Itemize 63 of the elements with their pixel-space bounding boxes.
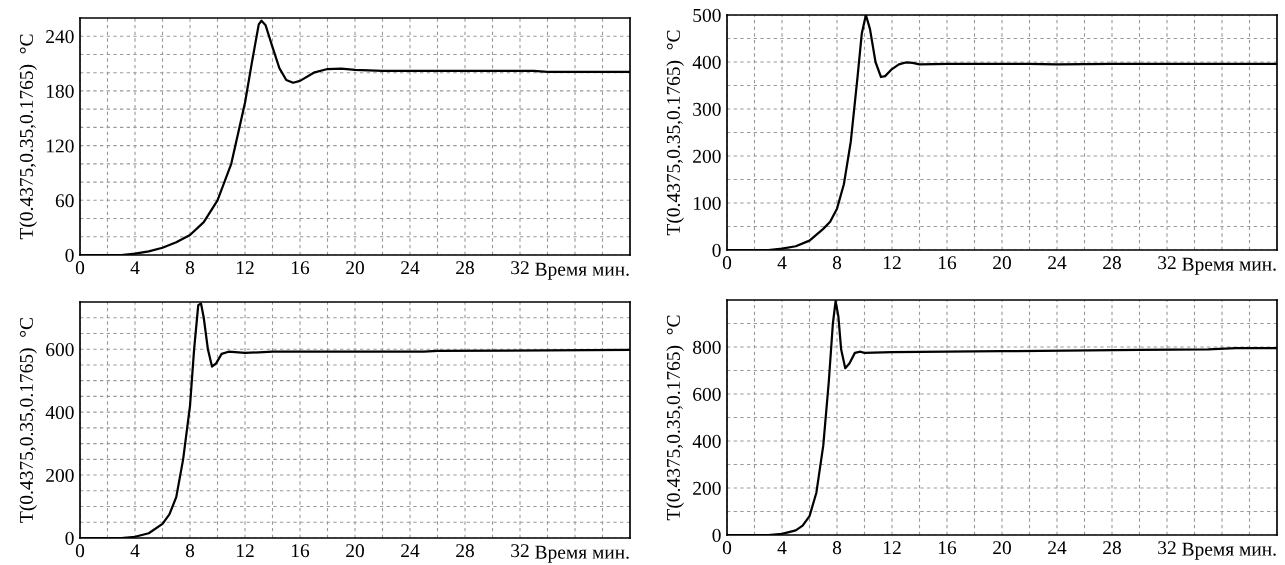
x-tick-label: 24 bbox=[401, 544, 420, 558]
x-tick-label: 0 bbox=[75, 261, 85, 275]
x-tick-label: 12 bbox=[236, 261, 254, 275]
x-tick-label: 12 bbox=[883, 541, 901, 555]
y-tick-label: 500 bbox=[693, 8, 721, 22]
y-tick-label: 800 bbox=[693, 340, 721, 354]
x-axis-title: Время мин. bbox=[535, 545, 629, 563]
x-tick-label: 0 bbox=[75, 544, 85, 558]
x-tick-label: 16 bbox=[938, 541, 957, 555]
x-tick-label: 28 bbox=[456, 261, 474, 275]
x-tick-label: 8 bbox=[185, 261, 195, 275]
x-tick-label: 16 bbox=[291, 261, 310, 275]
y-tick-label: 200 bbox=[693, 149, 721, 163]
y-tick-label: 400 bbox=[692, 55, 721, 69]
y-tick-label: 600 bbox=[46, 343, 74, 357]
y-tick-label: 60 bbox=[55, 194, 74, 208]
x-tick-label: 24 bbox=[1048, 256, 1067, 270]
y-axis-title: T(0.4375,0.35,0.1765) °C bbox=[19, 34, 37, 240]
x-axis-title: Время мин. bbox=[535, 262, 629, 280]
y-tick-label: 200 bbox=[693, 481, 721, 495]
x-tick-label: 24 bbox=[401, 261, 420, 275]
y-tick-label: 0 bbox=[712, 243, 721, 257]
x-tick-label: 20 bbox=[993, 541, 1011, 555]
x-tick-label: 12 bbox=[883, 256, 901, 270]
x-tick-label: 20 bbox=[346, 544, 364, 558]
y-tick-label: 120 bbox=[46, 139, 74, 153]
y-tick-label: 240 bbox=[46, 30, 74, 44]
x-tick-label: 28 bbox=[1103, 541, 1121, 555]
x-tick-label: 32 bbox=[1158, 541, 1176, 555]
x-tick-label: 0 bbox=[722, 256, 732, 270]
x-tick-label: 32 bbox=[511, 544, 529, 558]
x-tick-label: 20 bbox=[346, 261, 364, 275]
x-tick-label: 16 bbox=[291, 544, 310, 558]
y-axis-title: T(0.4375,0.35,0.1765) °C bbox=[19, 318, 37, 523]
y-axis-title: T(0.4375,0.35,0.1765) °C bbox=[666, 30, 684, 236]
y-tick-label: 300 bbox=[693, 102, 721, 116]
x-tick-label: 20 bbox=[993, 256, 1011, 270]
x-tick-label: 32 bbox=[1158, 256, 1176, 270]
y-tick-label: 0 bbox=[65, 531, 74, 545]
x-tick-label: 8 bbox=[832, 256, 842, 270]
y-tick-label: 200 bbox=[46, 468, 74, 482]
x-tick-label: 4 bbox=[777, 541, 787, 555]
x-tick-label: 4 bbox=[130, 261, 140, 275]
y-tick-label: 0 bbox=[712, 528, 721, 542]
x-tick-label: 4 bbox=[777, 256, 787, 270]
x-tick-label: 8 bbox=[832, 541, 842, 555]
x-tick-label: 28 bbox=[456, 544, 474, 558]
y-tick-label: 400 bbox=[692, 434, 721, 448]
x-tick-label: 28 bbox=[1103, 256, 1121, 270]
y-tick-label: 400 bbox=[45, 405, 74, 420]
x-tick-label: 24 bbox=[1048, 541, 1067, 555]
x-axis-title: Время мин. bbox=[1182, 542, 1276, 560]
y-tick-label: 100 bbox=[693, 196, 721, 210]
y-axis-title: T(0.4375,0.35,0.1765) °C bbox=[666, 315, 684, 521]
x-tick-label: 4 bbox=[130, 544, 140, 558]
x-tick-label: 16 bbox=[938, 256, 957, 270]
x-tick-label: 32 bbox=[511, 261, 529, 275]
y-tick-label: 180 bbox=[46, 84, 74, 98]
y-tick-label: 600 bbox=[693, 387, 721, 401]
x-tick-label: 8 bbox=[185, 544, 195, 558]
x-axis-title: Время мин. bbox=[1182, 257, 1276, 275]
x-tick-label: 0 bbox=[722, 541, 732, 555]
x-tick-label: 12 bbox=[236, 544, 254, 558]
